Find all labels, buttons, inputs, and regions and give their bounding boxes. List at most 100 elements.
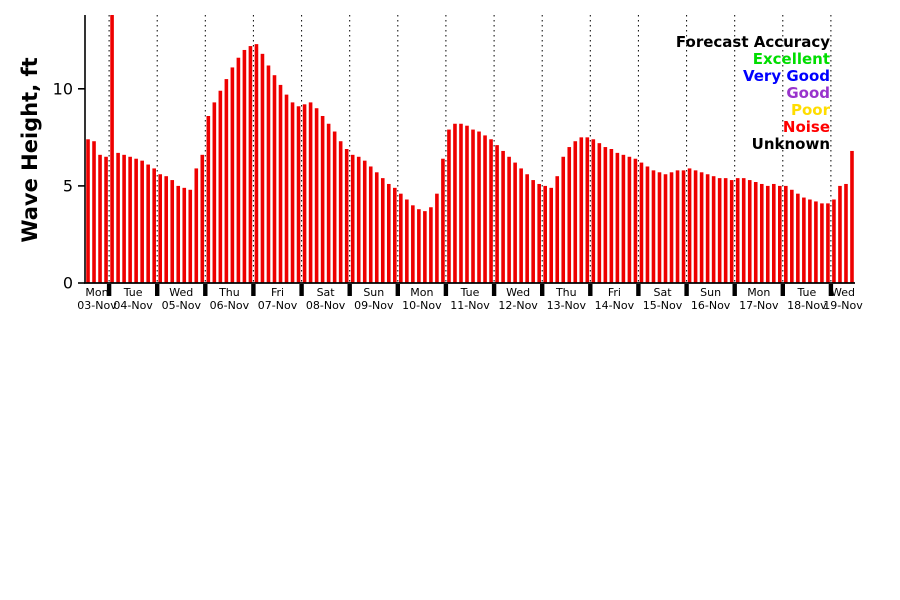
wave-height-bar (176, 185, 181, 283)
wave-height-bar (278, 84, 283, 283)
wave-height-bar (393, 187, 397, 283)
wave-height-bar (585, 137, 590, 283)
wave-height-bar (110, 15, 114, 283)
wave-height-bar (687, 168, 692, 283)
legend-item-good: Good (786, 84, 830, 102)
x-tick-date-label: 14-Nov (595, 299, 635, 312)
legend-item-very-good: Very Good (742, 67, 830, 85)
wave-height-bar (717, 178, 722, 283)
wave-height-bar (765, 185, 770, 283)
wave-height-bar (771, 183, 776, 283)
wave-height-bar (465, 125, 469, 283)
x-tick-weekday-label: Wed (506, 286, 530, 299)
wave-height-bar (603, 147, 608, 283)
wave-height-bar (814, 201, 818, 283)
wave-height-bar (477, 131, 481, 283)
wave-height-bar (850, 150, 854, 283)
legend-item-poor: Poor (790, 101, 830, 119)
wave-height-bar (657, 172, 662, 283)
day-boundary-tick (203, 284, 208, 296)
wave-height-bar (609, 149, 614, 283)
wave-height-bar (723, 178, 728, 283)
wave-height-bar (386, 183, 391, 283)
wave-height-bar (483, 135, 487, 283)
wave-height-bar (784, 185, 788, 283)
wave-height-bar (639, 162, 644, 283)
wave-height-bar (663, 174, 668, 283)
wave-height-bar (296, 106, 301, 283)
wave-height-bar (290, 102, 295, 283)
wave-height-bar (411, 205, 415, 283)
wave-height-bar (380, 178, 385, 283)
wave-height-bar (368, 166, 373, 283)
x-tick-weekday-label: Wed (169, 286, 193, 299)
wave-height-bar (705, 174, 710, 283)
wave-height-bar (92, 141, 96, 283)
legend-item-noise: Noise (782, 118, 830, 136)
wave-height-bar (832, 199, 836, 283)
wave-height-bar (86, 139, 90, 283)
x-tick-weekday-label: Thu (218, 286, 240, 299)
wave-height-bar (140, 160, 144, 283)
wave-height-bar (790, 189, 794, 283)
wave-height-bar (573, 141, 578, 283)
x-tick-date-label: 05-Nov (162, 299, 202, 312)
wave-height-bar (519, 168, 523, 283)
wave-height-bar (645, 166, 650, 283)
wave-height-bar (152, 168, 156, 283)
wave-height-bar (651, 170, 656, 283)
wave-height-bar (669, 172, 674, 283)
x-tick-weekday-label: Mon (85, 286, 108, 299)
wave-height-bar (513, 162, 517, 283)
wave-height-bar (254, 44, 259, 283)
day-boundary-tick (732, 284, 737, 296)
wave-height-bar (435, 193, 439, 283)
wave-height-bar (675, 170, 680, 283)
wave-height-bar (188, 189, 193, 283)
x-tick-date-label: 10-Nov (402, 299, 442, 312)
day-boundary-tick (491, 284, 497, 296)
x-tick-date-label: 17-Nov (739, 299, 779, 312)
wave-height-bar (194, 168, 199, 283)
day-boundary-tick (106, 284, 112, 296)
wave-height-bar (579, 137, 584, 283)
x-tick-date-label: 15-Nov (643, 299, 683, 312)
y-tick-label: 5 (63, 176, 73, 195)
wave-height-bar (826, 203, 830, 283)
wave-height-bar (212, 102, 217, 283)
x-tick-weekday-label: Mon (747, 286, 770, 299)
x-tick-date-label: 04-Nov (113, 299, 153, 312)
x-tick-weekday-label: Mon (410, 286, 433, 299)
wave-height-bar (561, 156, 566, 283)
y-tick-label: 0 (63, 274, 73, 293)
wave-height-bar (224, 79, 229, 283)
wave-height-bar (543, 185, 547, 283)
x-tick-weekday-label: Wed (831, 286, 855, 299)
wave-height-bar (236, 57, 241, 283)
x-tick-date-label: 09-Nov (354, 299, 394, 312)
day-boundary-tick (828, 284, 834, 296)
x-tick-date-label: 07-Nov (258, 299, 298, 312)
legend: Forecast Accuracy Excellent Very Good Go… (676, 34, 830, 153)
wave-height-bar (567, 147, 572, 283)
wave-height-bar (116, 152, 120, 283)
wave-height-bar (681, 170, 686, 283)
wave-height-bar (350, 154, 355, 283)
wave-height-bar (549, 187, 554, 283)
wave-height-bar (374, 172, 379, 283)
wave-height-bar (182, 187, 187, 283)
x-tick-weekday-label: Thu (555, 286, 577, 299)
day-boundary-tick (443, 284, 449, 296)
wave-height-bar (248, 46, 253, 283)
wave-height-bar (98, 154, 102, 283)
wave-height-bar (838, 185, 842, 283)
wave-height-bar (796, 193, 800, 283)
day-boundary-tick (347, 284, 352, 296)
x-tick-weekday-label: Sun (700, 286, 721, 299)
wave-height-bar (747, 180, 752, 283)
wave-height-bar (741, 178, 746, 283)
wave-height-bar (753, 182, 758, 283)
wave-height-bar (778, 185, 782, 283)
day-boundary-tick (780, 284, 785, 296)
